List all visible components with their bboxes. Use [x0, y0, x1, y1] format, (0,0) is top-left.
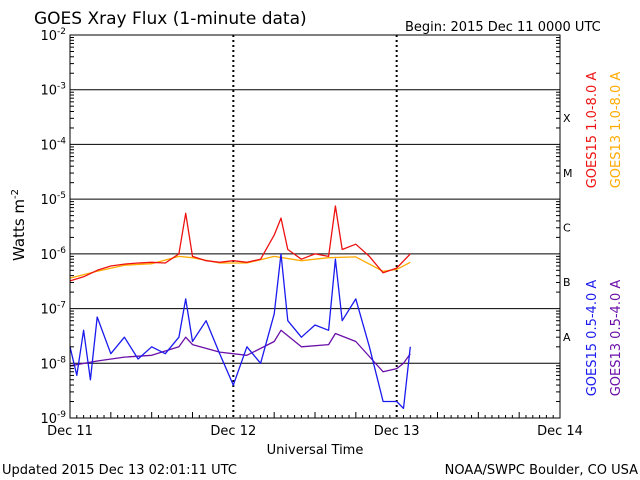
y-tick-label: 10-9 [40, 410, 66, 427]
x-tick-label: Dec 11 [47, 424, 93, 439]
x-axis-title: Universal Time [267, 443, 364, 458]
y-tick-label: 10-6 [40, 246, 66, 263]
flare-class-labels: A B C M X [563, 112, 573, 344]
legend-entry: GOES13 0.5-4.0 A [609, 280, 624, 397]
legend-entry: GOES15 1.0-8.0 A [585, 72, 600, 189]
series-line-3 [69, 253, 411, 410]
legend: GOES15 1.0-8.0 A GOES13 1.0-8.0 A GOES15 0… [585, 72, 624, 397]
y-axis-title: Watts m-2 [10, 189, 28, 261]
day-separators [232, 35, 398, 418]
y-tick-label: 10-5 [40, 191, 66, 208]
updated-label: Updated 2015 Dec 13 02:01:11 UTC [2, 463, 237, 478]
x-tick-label: Dec 14 [537, 424, 583, 439]
flare-class-A: A [563, 331, 571, 344]
credit-label: NOAA/SWPC Boulder, CO USA [445, 463, 638, 478]
flare-class-C: C [563, 222, 571, 235]
series-line-1 [69, 205, 411, 282]
begin-label: Begin: 2015 Dec 11 0000 UTC [405, 20, 601, 35]
chart-title: GOES Xray Flux (1-minute data) [34, 9, 307, 29]
flare-class-B: B [563, 276, 571, 289]
series-line-4 [69, 329, 411, 373]
y-tick-label: 10-4 [40, 136, 66, 153]
y-tick-label: 10-8 [40, 355, 66, 372]
y-tick-label: 10-3 [40, 82, 66, 99]
series-line-2 [69, 255, 411, 279]
series-lines [69, 205, 411, 410]
flare-class-X: X [563, 112, 571, 125]
x-tick-label: Dec 12 [210, 424, 256, 439]
y-axis-ticks: 10-9 10-8 10-7 10-6 10-5 10-4 10-3 10-2 [40, 27, 560, 427]
plot-frame [69, 34, 561, 419]
y-tick-label: 10-2 [40, 27, 66, 44]
flare-class-M: M [563, 167, 573, 180]
y-tick-label: 10-7 [40, 301, 66, 318]
legend-entry: GOES13 1.0-8.0 A [609, 72, 624, 189]
legend-entry: GOES15 0.5-4.0 A [585, 280, 600, 397]
x-tick-label: Dec 13 [374, 424, 420, 439]
